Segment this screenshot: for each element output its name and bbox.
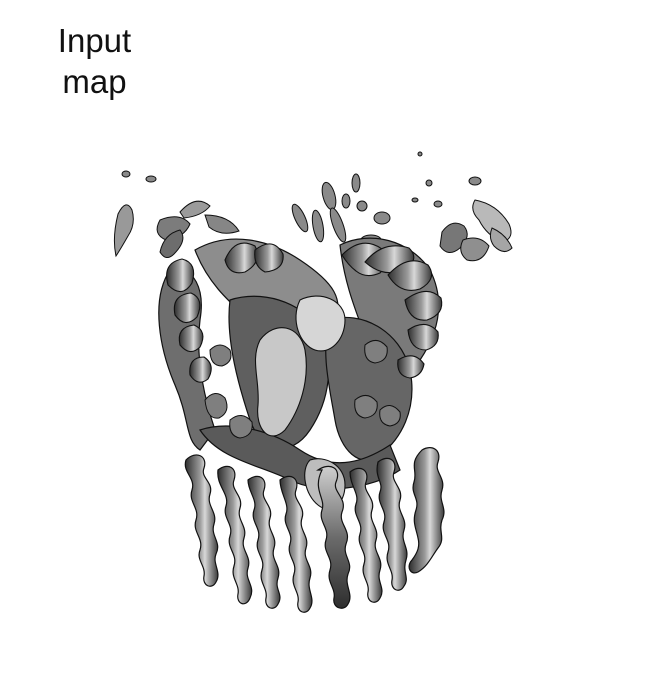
figure-label-line1: Input <box>57 22 132 59</box>
figure-label-line2: map <box>62 63 127 100</box>
upper-density-fragments <box>113 151 513 262</box>
lower-helices <box>184 447 445 613</box>
mid-helices <box>204 340 401 439</box>
upper-helices <box>341 242 443 379</box>
figure-label: Input map <box>32 20 157 102</box>
upper-left-helices <box>166 242 284 383</box>
